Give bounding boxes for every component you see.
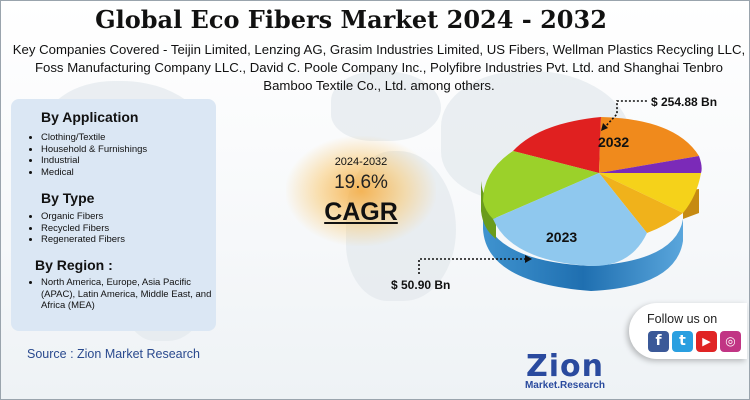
list-item: Industrial (41, 155, 226, 167)
pie-side-blue (483, 206, 683, 291)
list-item: Regenerated Fibers (41, 234, 226, 246)
pie-slice-light-blue (493, 173, 647, 267)
pie-slice-orange (599, 117, 699, 173)
pie-slice-purple (599, 156, 702, 173)
type-heading: By Type (41, 190, 95, 206)
zion-logo: Zion Market.Research (515, 349, 615, 395)
callout-line-2032 (603, 100, 648, 129)
list-item: Medical (41, 167, 226, 179)
cagr-period: 2024-2032 (334, 156, 388, 168)
type-list: Organic Fibers Recycled Fibers Regenerat… (27, 211, 226, 246)
pie-label-2032: 2032 (598, 134, 630, 150)
follow-us-label: Follow us on (647, 312, 718, 326)
callout-arrow-2023 (525, 255, 532, 263)
pie-slice-gold (599, 173, 683, 233)
page-title: Global Eco Fibers Market 2024 - 2032 (95, 5, 607, 34)
list-item: North America, Europe, Asia Pacific (APA… (41, 277, 216, 312)
cagr-value: 19.6% (334, 172, 388, 193)
application-list: Clothing/Textile Household & Furnishings… (27, 132, 226, 178)
callout-line-2023 (418, 258, 526, 276)
key-companies-text: Key Companies Covered - Teijin Limited, … (12, 42, 746, 93)
list-item: Household & Furnishings (41, 144, 226, 156)
list-item: Recycled Fibers (41, 223, 226, 235)
pie-slice-yellow (599, 173, 701, 213)
facebook-icon[interactable]: f (648, 331, 669, 352)
logo-main-text: Zion (525, 349, 604, 384)
pie-slice-red (513, 117, 601, 173)
application-heading: By Application (41, 109, 139, 125)
pie-label-2023: 2023 (546, 229, 578, 245)
cagr-glow (286, 136, 436, 246)
callout-arrow-2032 (601, 123, 608, 131)
market-pie-graphic (481, 117, 702, 291)
value-2032: $ 254.88 Bn (651, 95, 718, 109)
list-item: Clothing/Textile (41, 132, 226, 144)
map-europe (331, 71, 441, 141)
list-item: Organic Fibers (41, 211, 226, 223)
region-list: North America, Europe, Asia Pacific (APA… (27, 277, 216, 312)
youtube-icon[interactable]: ▶ (696, 331, 717, 352)
value-2023: $ 50.90 Bn (391, 278, 451, 292)
cagr-label: CAGR (324, 198, 398, 226)
source-text: Source : Zion Market Research (27, 347, 200, 361)
pie-slice-green (483, 151, 599, 219)
twitter-icon[interactable]: t (672, 331, 693, 352)
instagram-icon[interactable]: ◎ (720, 331, 741, 352)
logo-sub-text: Market.Research (524, 380, 606, 391)
region-heading: By Region : (35, 257, 113, 273)
segments-panel: By Application Clothing/Textile Househol… (11, 99, 216, 331)
